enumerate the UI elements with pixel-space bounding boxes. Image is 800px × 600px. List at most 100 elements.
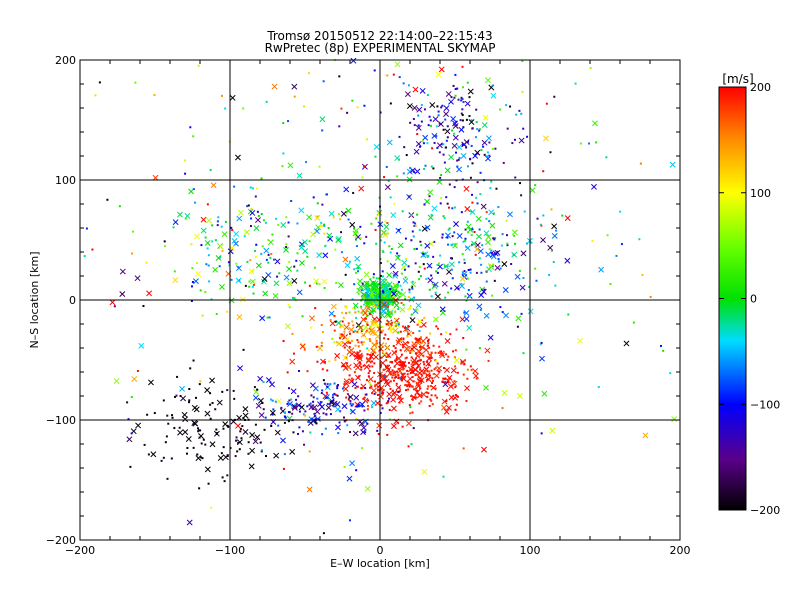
data-point-dot xyxy=(589,66,592,69)
data-point-x xyxy=(394,254,401,261)
data-point-dot xyxy=(351,99,354,102)
data-point-dot xyxy=(357,310,360,313)
data-point-dot xyxy=(352,307,355,310)
data-point-dot xyxy=(224,107,227,110)
data-point-x xyxy=(334,401,341,408)
data-point-dot xyxy=(345,312,348,315)
colorbar-tick-label: −200 xyxy=(750,504,780,517)
data-point-dot xyxy=(189,367,192,370)
data-point-dot xyxy=(549,151,552,154)
data-point-dot xyxy=(426,340,429,343)
data-point-dot xyxy=(293,297,296,300)
data-point-x xyxy=(435,71,442,78)
data-point-dot xyxy=(199,429,202,432)
data-point-x xyxy=(446,268,452,275)
data-point-dot xyxy=(432,373,435,376)
data-point-dot xyxy=(382,391,385,394)
data-point-dot xyxy=(363,396,366,399)
data-point-x xyxy=(400,291,407,298)
data-point-dot xyxy=(378,282,381,285)
data-point-x xyxy=(576,337,583,344)
colorbar-tick-label: 0 xyxy=(750,293,757,306)
data-point-x xyxy=(464,100,471,107)
data-point-x xyxy=(463,310,470,316)
data-point-x xyxy=(337,282,344,289)
data-point-x xyxy=(320,358,326,365)
data-point-dot xyxy=(377,277,380,280)
data-point-x xyxy=(443,408,450,415)
data-point-dot xyxy=(352,330,355,333)
data-point-dot xyxy=(248,280,251,283)
data-point-dot xyxy=(238,279,241,282)
data-point-dot xyxy=(333,392,336,395)
data-point-dot xyxy=(412,221,415,224)
data-point-dot xyxy=(365,337,368,340)
data-point-dot xyxy=(451,207,454,210)
data-point-dot xyxy=(98,81,101,84)
data-point-dot xyxy=(409,412,412,415)
data-point-dot xyxy=(420,120,423,123)
data-point-dot xyxy=(384,333,387,336)
data-point-dot xyxy=(426,387,429,390)
data-point-x xyxy=(482,114,489,121)
y-axis-label: N–S location [km] xyxy=(28,251,41,348)
data-point-dot xyxy=(297,395,300,398)
data-point-dot xyxy=(376,429,379,432)
data-point-x xyxy=(519,284,526,291)
data-point-dot xyxy=(605,156,608,159)
data-point-dot xyxy=(416,389,419,392)
data-point-dot xyxy=(353,283,356,286)
data-point-dot xyxy=(404,357,407,360)
data-point-dot xyxy=(399,376,402,379)
data-point-dot xyxy=(441,233,444,236)
data-point-dot xyxy=(285,246,288,249)
data-point-dot xyxy=(352,403,355,406)
data-point-dot xyxy=(400,302,403,305)
data-point-dot xyxy=(411,398,414,401)
data-point-dot xyxy=(282,122,285,125)
data-point-dot xyxy=(160,459,163,462)
data-point-dot xyxy=(209,403,212,406)
data-point-dot xyxy=(276,275,279,278)
data-point-dot xyxy=(226,389,229,392)
data-point-x xyxy=(290,388,297,395)
data-point-dot xyxy=(190,285,193,288)
data-point-dot xyxy=(418,337,421,340)
data-point-dot xyxy=(465,118,468,121)
data-point-dot xyxy=(329,383,332,386)
data-point-x xyxy=(286,265,293,272)
data-point-dot xyxy=(254,255,257,258)
y-tick-label: 200 xyxy=(55,54,76,67)
data-point-dot xyxy=(430,394,433,397)
data-point-dot xyxy=(332,393,335,396)
data-point-x xyxy=(269,409,276,416)
data-point-dot xyxy=(379,111,382,114)
data-point-x xyxy=(483,384,489,391)
data-point-dot xyxy=(191,280,194,283)
data-point-dot xyxy=(354,344,357,347)
data-point-dot xyxy=(455,403,458,406)
data-point-dot xyxy=(426,255,429,258)
data-point-dot xyxy=(389,251,392,254)
data-point-dot xyxy=(363,165,366,168)
data-point-dot xyxy=(455,151,458,154)
data-point-x xyxy=(452,134,459,141)
data-point-x xyxy=(216,399,223,406)
data-point-dot xyxy=(322,532,325,535)
data-point-dot xyxy=(260,177,263,180)
data-point-x xyxy=(423,346,430,353)
data-point-x xyxy=(182,429,189,436)
data-point-dot xyxy=(428,288,431,291)
data-point-dot xyxy=(188,399,191,402)
data-point-dot xyxy=(401,373,404,376)
data-point-x xyxy=(481,446,488,453)
data-point-dot xyxy=(360,289,363,292)
data-point-dot xyxy=(387,305,390,308)
data-point-dot xyxy=(220,94,223,97)
data-point-x xyxy=(542,135,549,142)
data-point-dot xyxy=(405,154,408,157)
data-point-x xyxy=(487,334,494,341)
data-point-dot xyxy=(380,297,383,300)
data-point-x xyxy=(291,404,298,411)
data-point-dot xyxy=(85,227,88,230)
